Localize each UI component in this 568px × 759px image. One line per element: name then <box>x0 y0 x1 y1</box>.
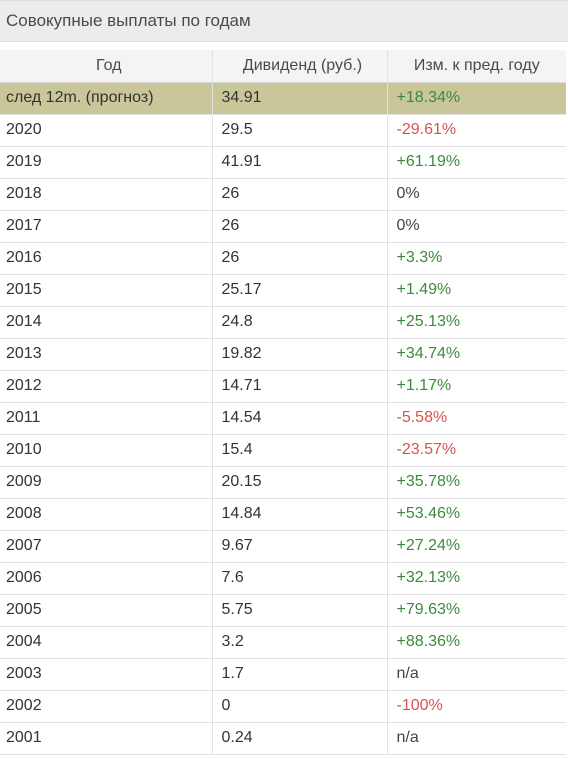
table-body: след 12m. (прогноз) 34.91 +18.34% 2020 29.5-… <box>0 82 566 755</box>
dividend-cell: 14.54 <box>211 402 387 435</box>
change-cell: +88.36% <box>386 626 566 659</box>
dividend-cell: 14.71 <box>211 370 387 403</box>
change-cell: +1.17% <box>386 370 566 403</box>
change-cell: +1.49% <box>386 274 566 307</box>
change-cell: 0% <box>386 178 566 211</box>
table-row: 2013 19.82 +34.74% <box>0 338 566 371</box>
change-cell: -5.58% <box>386 402 566 435</box>
year-cell: 2012 <box>0 370 212 403</box>
table-row: 2020 29.5 -29.61% <box>0 114 566 147</box>
table-row: 2017 26 0% <box>0 210 566 243</box>
table-row: 2009 20.15 +35.78% <box>0 466 566 499</box>
change-cell: +53.46% <box>386 498 566 531</box>
dividend-cell: 26 <box>211 242 387 275</box>
year-cell: 2007 <box>0 530 212 563</box>
dividend-cell: 1.7 <box>211 658 387 691</box>
dividend-cell: 7.6 <box>211 562 387 595</box>
year-cell: 2016 <box>0 242 212 275</box>
dividend-cell: 3.2 <box>211 626 387 659</box>
change-cell: -100% <box>386 690 566 723</box>
year-cell: 2010 <box>0 434 212 467</box>
table-row: 2006 7.6 +32.13% <box>0 562 566 595</box>
dividend-cell: 0 <box>211 690 387 723</box>
year-cell: 2002 <box>0 690 212 723</box>
table-row-forecast: след 12m. (прогноз) 34.91 +18.34% <box>0 82 566 115</box>
dividend-table: Год Дивиденд (руб.) Изм. к пред. году сл… <box>0 50 566 755</box>
year-cell: 2014 <box>0 306 212 339</box>
year-cell: 2005 <box>0 594 212 627</box>
table-row: 2014 24.8 +25.13% <box>0 306 566 339</box>
year-cell: 2004 <box>0 626 212 659</box>
table-row: 2011 14.54 -5.58% <box>0 402 566 435</box>
dividend-cell: 20.15 <box>211 466 387 499</box>
change-cell: +3.3% <box>386 242 566 275</box>
dividend-cell: 15.4 <box>211 434 387 467</box>
year-cell: 2019 <box>0 146 212 179</box>
change-cell: +61.19% <box>386 146 566 179</box>
year-cell: след 12m. (прогноз) <box>0 82 212 115</box>
table-row: 2004 3.2 +88.36% <box>0 626 566 659</box>
year-cell: 2008 <box>0 498 212 531</box>
panel-header: Совокупные выплаты по годам <box>0 0 568 42</box>
table-header-row: Год Дивиденд (руб.) Изм. к пред. году <box>0 50 566 83</box>
dividend-cell: 5.75 <box>211 594 387 627</box>
year-cell: 2006 <box>0 562 212 595</box>
change-cell: +32.13% <box>386 562 566 595</box>
dividend-cell: 29.5 <box>211 114 387 147</box>
change-cell: n/a <box>386 722 566 755</box>
change-cell: -29.61% <box>386 114 566 147</box>
table-row: 2010 15.4 -23.57% <box>0 434 566 467</box>
dividend-cell: 26 <box>211 178 387 211</box>
dividend-cell: 14.84 <box>211 498 387 531</box>
year-cell: 2018 <box>0 178 212 211</box>
table-row: 2018 26 0% <box>0 178 566 211</box>
dividend-cell: 24.8 <box>211 306 387 339</box>
table-row: 2012 14.71 +1.17% <box>0 370 566 403</box>
column-header-year[interactable]: Год <box>0 50 212 83</box>
change-cell: -23.57% <box>386 434 566 467</box>
table-row: 2019 41.91 +61.19% <box>0 146 566 179</box>
year-cell: 2017 <box>0 210 212 243</box>
year-cell: 2011 <box>0 402 212 435</box>
table-row: 2015 25.17 +1.49% <box>0 274 566 307</box>
dividend-cell: 9.67 <box>211 530 387 563</box>
panel-title: Совокупные выплаты по годам <box>6 11 251 30</box>
dividend-cell: 25.17 <box>211 274 387 307</box>
change-cell: +35.78% <box>386 466 566 499</box>
change-cell: +34.74% <box>386 338 566 371</box>
change-cell: 0% <box>386 210 566 243</box>
change-cell: n/a <box>386 658 566 691</box>
change-cell: +79.63% <box>386 594 566 627</box>
change-cell: +27.24% <box>386 530 566 563</box>
year-cell: 2003 <box>0 658 212 691</box>
dividend-cell: 34.91 <box>211 82 387 115</box>
table-header: Год Дивиденд (руб.) Изм. к пред. году <box>0 50 566 83</box>
table-row: 2008 14.84 +53.46% <box>0 498 566 531</box>
year-cell: 2009 <box>0 466 212 499</box>
table-row: 2016 26 +3.3% <box>0 242 566 275</box>
dividend-cell: 41.91 <box>211 146 387 179</box>
year-cell: 2015 <box>0 274 212 307</box>
column-header-change[interactable]: Изм. к пред. году <box>386 50 566 83</box>
year-cell: 2013 <box>0 338 212 371</box>
table-row: 2001 0.24 n/a <box>0 722 566 755</box>
change-cell: +25.13% <box>386 306 566 339</box>
table-row: 2002 0 -100% <box>0 690 566 723</box>
year-cell: 2001 <box>0 722 212 755</box>
dividend-cell: 0.24 <box>211 722 387 755</box>
change-cell: +18.34% <box>386 82 566 115</box>
year-cell: 2020 <box>0 114 212 147</box>
table-row: 2003 1.7 n/a <box>0 658 566 691</box>
table-row: 2007 9.67 +27.24% <box>0 530 566 563</box>
column-header-dividend[interactable]: Дивиденд (руб.) <box>211 50 387 83</box>
dividend-cell: 26 <box>211 210 387 243</box>
dividend-cell: 19.82 <box>211 338 387 371</box>
table-row: 2005 5.75 +79.63% <box>0 594 566 627</box>
